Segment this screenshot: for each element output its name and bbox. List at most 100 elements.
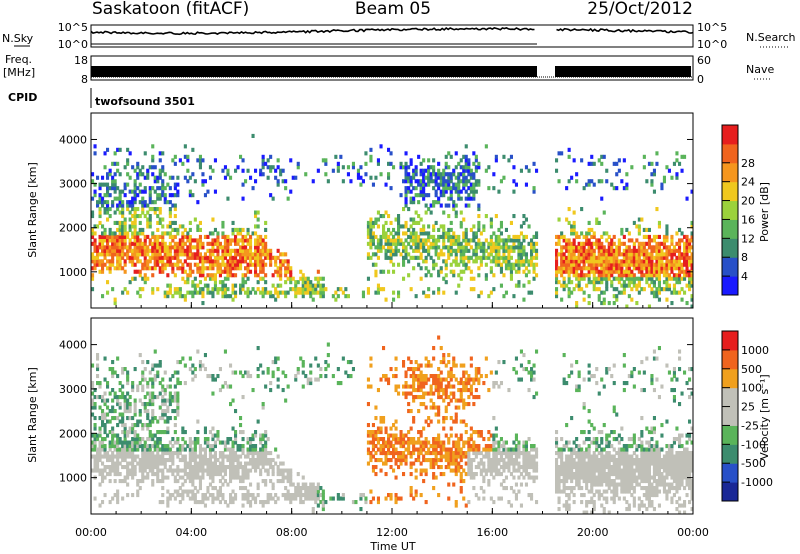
power-echo-cell [231,227,235,232]
power-echo-cell [580,248,584,253]
power-echo-cell [610,262,614,267]
power-echo-cell [645,179,649,184]
power-echo-cell [274,175,278,180]
power-echo-cell [382,287,386,292]
power-echo-cell [472,231,476,236]
velocity-echo-cell [153,363,157,368]
power-echo-cell [176,259,180,264]
velocity-echo-cell [116,433,120,438]
power-echo-cell [675,273,679,278]
power-echo-cell [173,234,177,239]
power-echo-cell [251,287,255,292]
power-echo-cell [467,168,471,173]
power-echo-cell [234,227,238,232]
power-echo-cell [111,179,115,184]
power-echo-cell [198,165,202,170]
power-echo-cell [376,161,380,166]
velocity-echo-cell [98,468,102,473]
velocity-echo-cell [176,437,180,442]
power-echo-cell [103,234,107,239]
power-echo-cell [464,168,468,173]
power-echo-cell [111,248,115,253]
velocity-echo-cell [166,384,170,389]
power-echo-cell [389,252,393,257]
power-echo-cell [311,297,315,302]
power-echo-cell [422,241,426,246]
power-echo-cell [133,186,137,191]
power-echo-cell [361,179,365,184]
velocity-echo-cell [146,412,150,417]
velocity-echo-cell [359,507,363,512]
power-echo-cell [286,259,290,264]
velocity-echo-cell [454,447,458,452]
power-echo-cell [371,231,375,236]
power-echo-cell [622,248,626,253]
velocity-echo-cell [414,367,418,372]
power-echo-cell [223,294,227,299]
velocity-echo-cell [148,465,152,470]
power-echo-cell [620,259,624,264]
power-echo-cell [587,276,591,281]
velocity-echo-cell [427,377,431,382]
velocity-echo-cell [437,391,441,396]
power-echo-cell [407,259,411,264]
velocity-echo-cell [186,493,190,498]
power-echo-cell [239,290,243,295]
power-echo-cell [108,207,112,212]
power-echo-cell [143,248,147,253]
velocity-echo-cell [146,472,150,477]
power-echo-cell [138,182,142,187]
velocity-echo-cell [103,447,107,452]
velocity-echo-cell [414,468,418,473]
power-echo-cell [106,217,110,222]
power-echo-cell [186,290,190,295]
velocity-echo-cell [259,458,263,463]
power-echo-cell [587,182,591,187]
velocity-echo-cell [156,437,160,442]
velocity-echo-cell [151,381,155,386]
power-echo-cell [429,172,433,177]
velocity-echo-cell [226,440,230,445]
power-echo-cell [484,214,488,219]
power-echo-cell [98,196,102,201]
velocity-echo-cell [427,458,431,463]
power-echo-cell [111,259,115,264]
power-echo-cell [216,269,220,274]
velocity-echo-cell [261,465,265,470]
velocity-echo-cell [394,356,398,361]
power-echo-cell [665,248,669,253]
velocity-echo-cell [163,461,167,466]
power-echo-cell [622,186,626,191]
power-colorbar-tick-label: 4 [741,270,748,283]
power-echo-cell [259,168,263,173]
velocity-echo-cell [299,356,303,361]
power-echo-cell [166,245,170,250]
velocity-echo-cell [321,500,325,505]
velocity-echo-cell [221,461,225,466]
velocity-echo-cell [168,398,172,403]
power-echo-cell [567,248,571,253]
velocity-echo-cell [392,423,396,428]
velocity-echo-cell [131,388,135,393]
power-echo-cell [632,255,636,260]
power-echo-cell [617,276,621,281]
power-colorbar-step [722,257,738,277]
velocity-echo-cell [151,454,155,459]
power-echo-cell [279,259,283,264]
power-echo-cell [662,255,666,260]
velocity-echo-cell [198,451,202,456]
power-echo-cell [412,241,416,246]
power-echo-cell [108,252,112,257]
velocity-echo-cell [261,454,265,459]
velocity-echo-cell [198,458,202,463]
power-echo-cell [286,276,290,281]
power-echo-cell [434,175,438,180]
power-colorbar-step [722,219,738,239]
power-echo-cell [424,294,428,299]
power-echo-cell [562,266,566,271]
power-echo-cell [617,252,621,257]
velocity-echo-cell [387,458,391,463]
velocity-echo-cell [218,468,222,473]
velocity-echo-cell [306,489,310,494]
power-echo-cell [121,203,125,208]
